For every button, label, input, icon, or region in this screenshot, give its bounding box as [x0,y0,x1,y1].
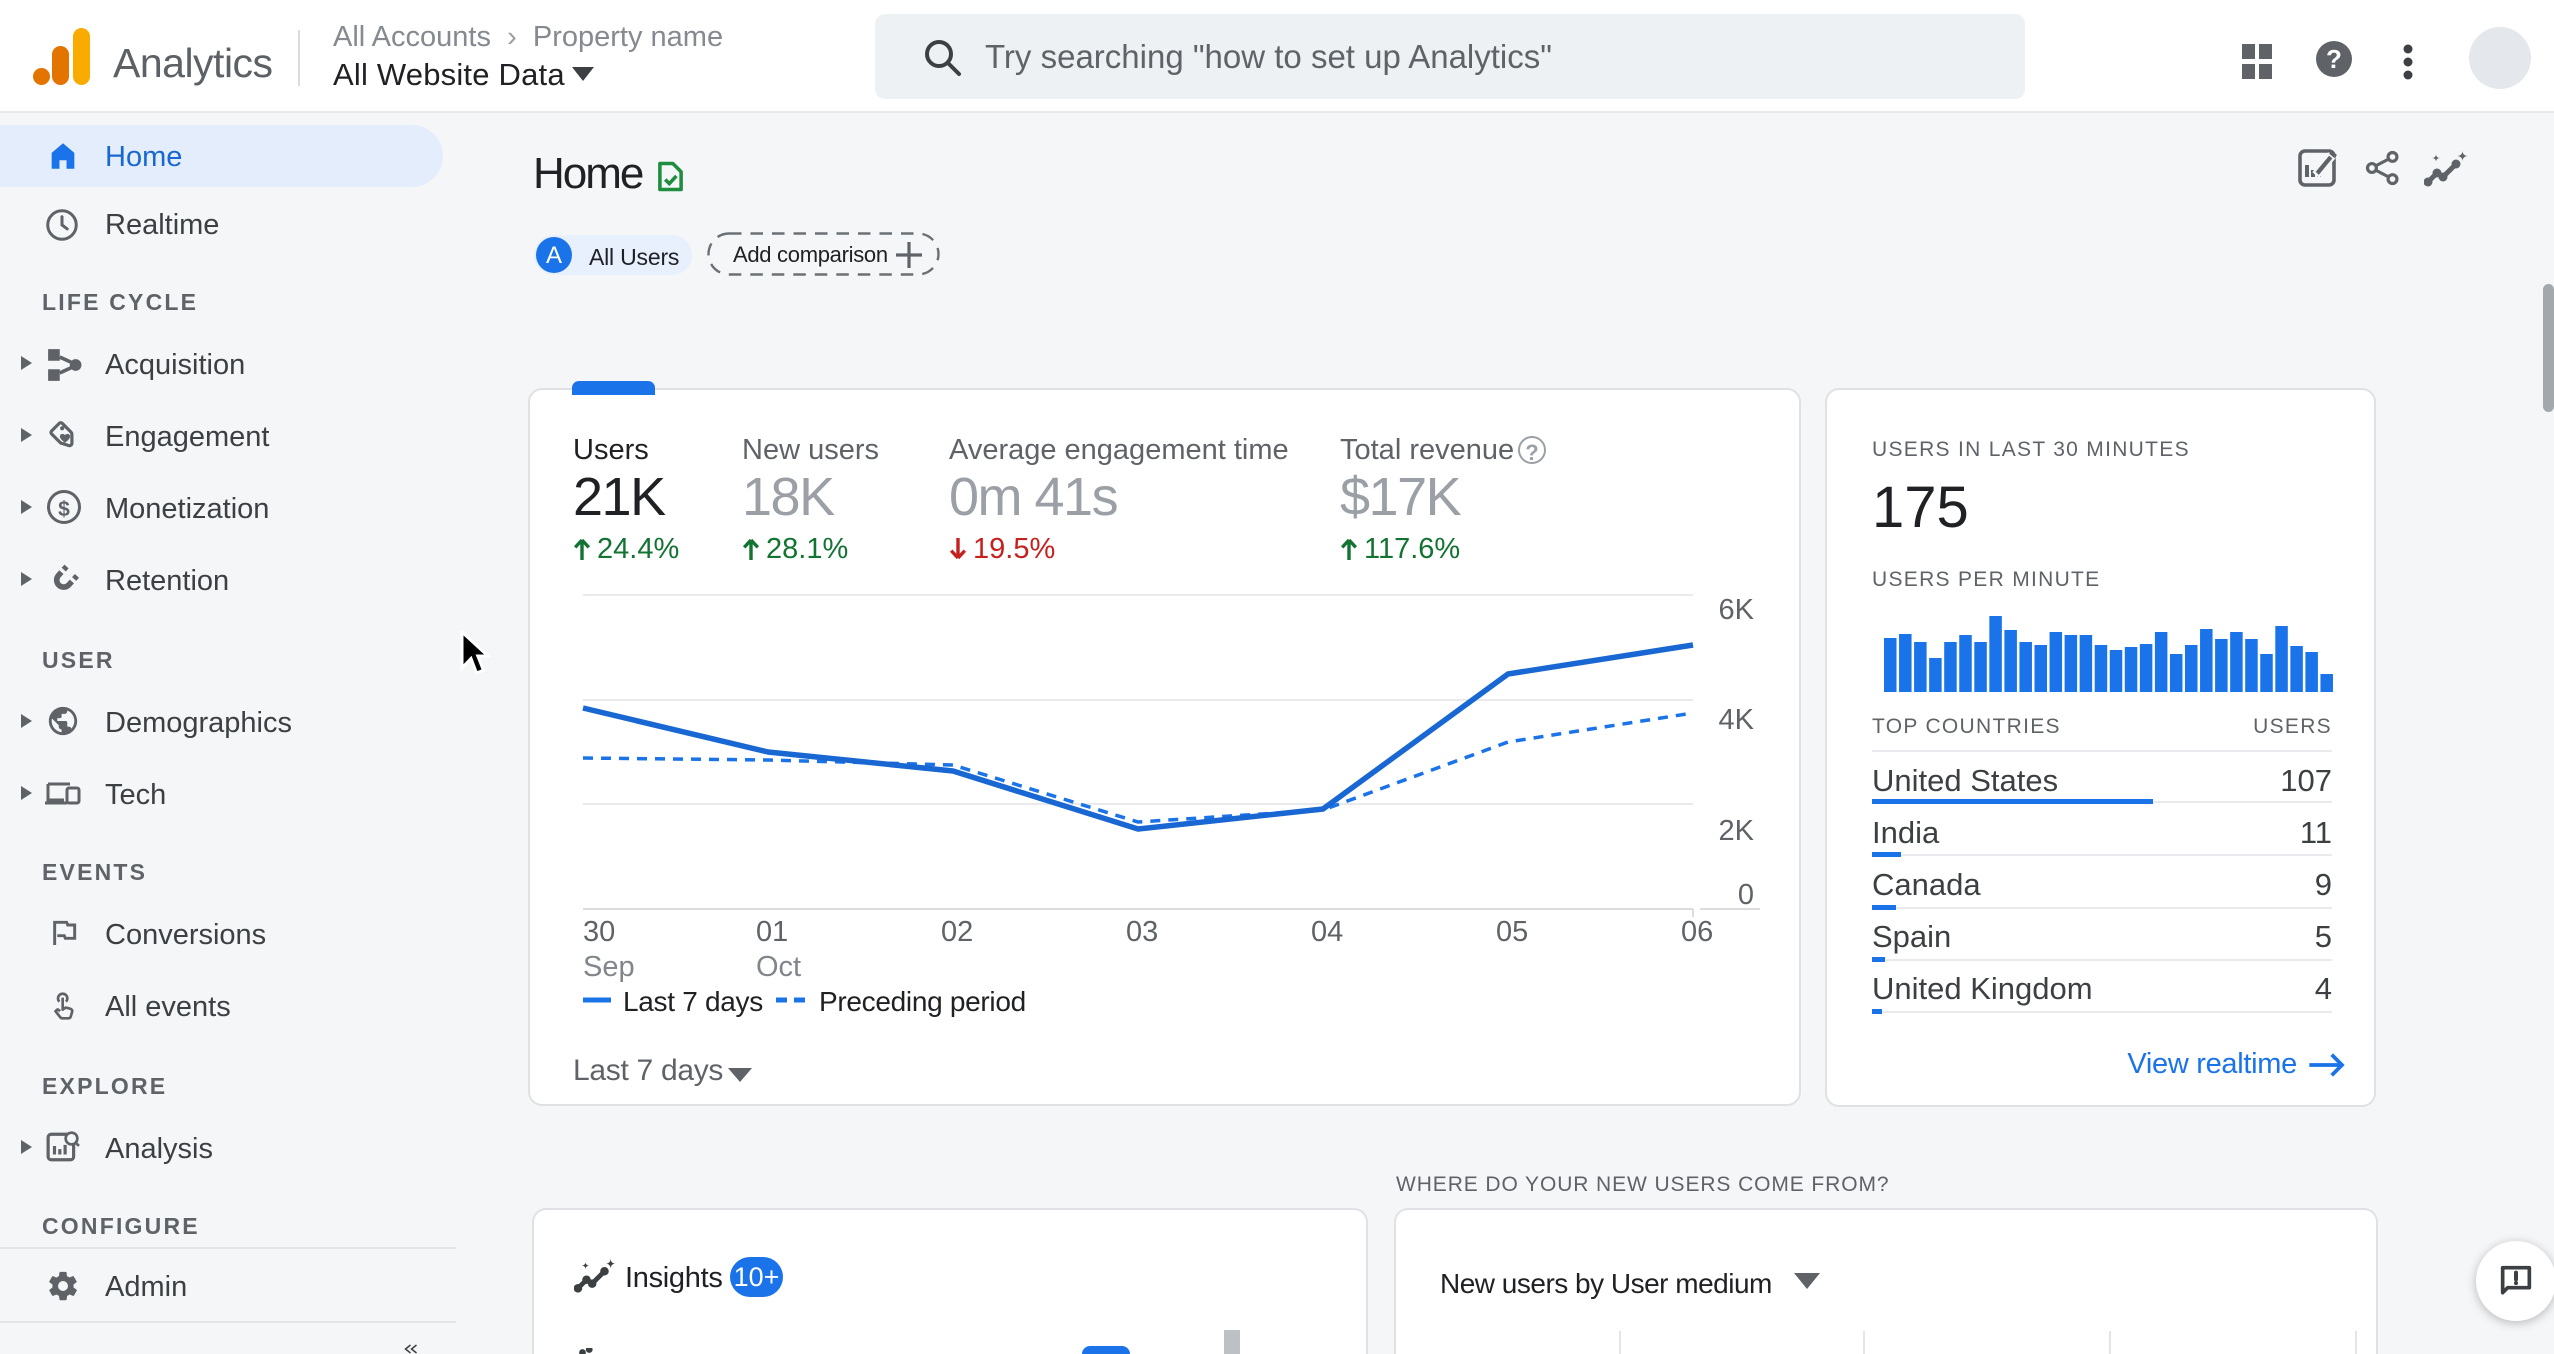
svg-text:Last 7 days: Last 7 days [623,986,763,1017]
svg-text:04: 04 [1311,916,1343,948]
svg-text:$: $ [58,498,70,521]
svg-text:01: 01 [756,916,788,948]
svg-text:02: 02 [941,916,973,948]
svg-text:Last 7 days: Last 7 days [573,1054,723,1087]
svg-text:Preceding period: Preceding period [819,986,1026,1017]
svg-text:05: 05 [1496,916,1528,948]
svg-text:03: 03 [1126,916,1158,948]
svg-text:6K: 6K [1719,594,1755,626]
svg-text:0: 0 [1738,879,1754,911]
svg-text:4K: 4K [1719,704,1755,736]
svg-text:30: 30 [583,916,615,948]
svg-text:Sep: Sep [583,951,635,983]
svg-text:Oct: Oct [756,951,801,983]
svg-text:06: 06 [1681,916,1713,948]
svg-text:2K: 2K [1719,815,1755,847]
